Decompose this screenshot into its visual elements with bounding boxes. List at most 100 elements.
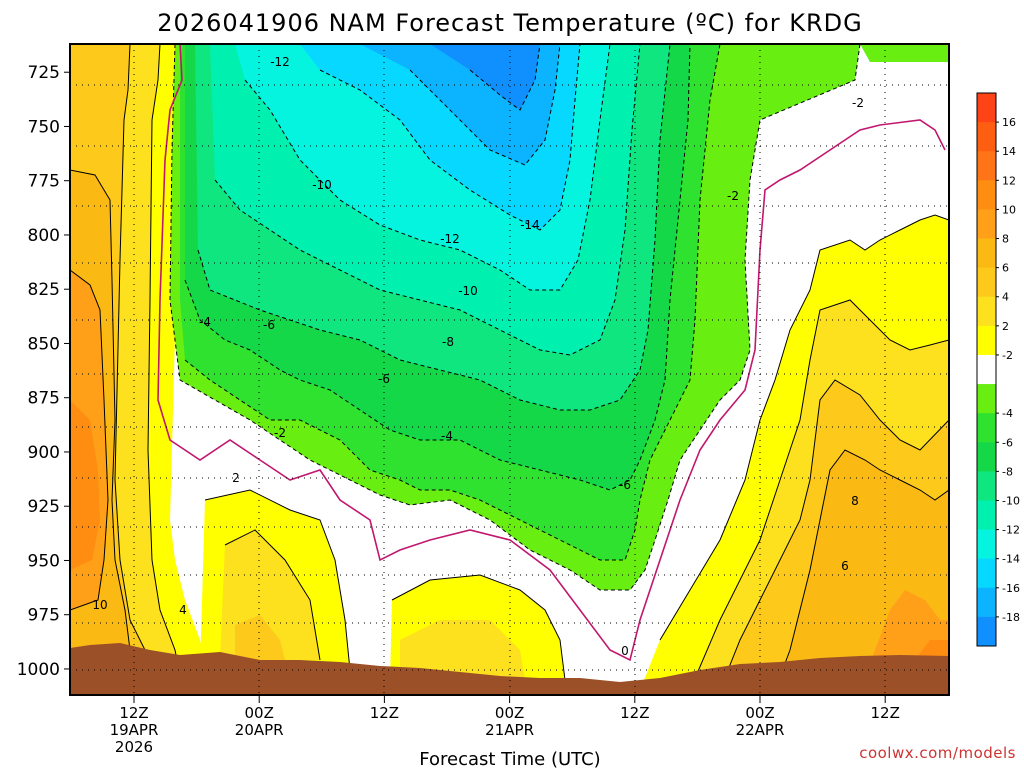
band-6-to-8-center-left (235, 615, 285, 660)
colorbar-label: -8 (1002, 465, 1013, 478)
x-axis-label: Forecast Time (UTC) (419, 749, 600, 768)
x-tick-label: 12Z (370, 704, 399, 722)
colorbar-swatch (977, 558, 996, 589)
colorbar-swatch (977, 500, 996, 531)
band-4-to-6-center (400, 620, 525, 680)
colorbar-label: 16 (1002, 116, 1016, 129)
y-tick-label: 775 (28, 172, 60, 192)
y-axis: 725 750 775 800 825 850 875 900 925 950 975 1000 (17, 63, 70, 680)
colorbar-swatch (977, 93, 996, 123)
colorbar-swatch (977, 325, 996, 356)
x-tick-label: 2026 (115, 738, 153, 756)
contour-lines (70, 44, 949, 695)
contour-label: 0 (621, 644, 629, 658)
band-minus-18-to-minus-20 (430, 44, 540, 110)
colorbar-swatch (977, 442, 996, 472)
colorbar-swatch (977, 209, 996, 240)
contour-label: 4 (179, 603, 187, 617)
chart-title: 2026041906 NAM Forecast Temperature (ºC)… (157, 9, 862, 37)
contour-label: -2 (852, 96, 864, 110)
contour-label: 6 (841, 559, 849, 573)
colorbar-swatch (977, 267, 996, 298)
x-tick-label: 12Z (620, 704, 649, 722)
y-tick-label: 850 (28, 334, 60, 354)
colorbar-swatch (977, 296, 996, 327)
colorbar-label: -4 (1002, 407, 1013, 420)
contour-label: -6 (619, 478, 631, 492)
x-tick-label: 19APR (110, 721, 159, 739)
colorbar-swatch (977, 180, 996, 210)
contour-label: -12 (270, 55, 290, 69)
y-tick-label: 1000 (17, 660, 60, 680)
y-tick-label: 925 (28, 497, 60, 517)
band-minus-2-top-right (860, 44, 949, 62)
colorbar-label: 6 (1002, 262, 1009, 275)
contour-label: -8 (442, 335, 454, 349)
y-tick-label: 875 (28, 389, 60, 409)
x-tick-label: 00Z (745, 704, 774, 722)
plot-area (70, 44, 949, 695)
credit-text: coolwx.com/models (859, 744, 1016, 762)
x-tick-label: 21APR (485, 721, 534, 739)
colorbar-swatch (977, 471, 996, 501)
colorbar-label: -2 (1002, 349, 1013, 362)
terrain-ground (70, 643, 949, 695)
y-tick-label: 825 (28, 280, 60, 300)
y-tick-label: 950 (28, 551, 60, 571)
y-tick-label: 800 (28, 226, 60, 246)
y-tick-label: 900 (28, 443, 60, 463)
x-tick-label: 22APR (736, 721, 785, 739)
contour-label: 2 (232, 471, 240, 485)
colorbar: 16 14 12 10 8 6 4 2 -2 -4 -6 -8 -10 -12 -14 -16 -18 (976, 92, 1020, 647)
y-tick-label: 975 (28, 606, 60, 626)
contour-label: -6 (378, 372, 390, 386)
contour-label: -10 (312, 178, 332, 192)
colorbar-label: -14 (1002, 553, 1020, 566)
colorbar-label: 2 (1002, 320, 1009, 333)
contour-label: -6 (263, 318, 275, 332)
contour-label: -2 (274, 426, 286, 440)
contour-label: -14 (520, 218, 540, 232)
colorbar-label: 4 (1002, 291, 1009, 304)
y-tick-label: 725 (28, 63, 60, 83)
colorbar-swatch (977, 616, 996, 647)
y-tick-label: 750 (28, 117, 60, 137)
band-12-to-14-left (70, 400, 100, 570)
colorbar-swatch (977, 151, 996, 181)
colorbar-label: -12 (1002, 524, 1020, 537)
contour-labels: -12 -2 -10 -2 -14 -12 -10 -4 -6 -8 -6 -2 -4 -6 2 4 10 0 8 6 (92, 55, 864, 658)
contour-label: 8 (851, 494, 859, 508)
colorbar-swatch (977, 354, 996, 385)
colorbar-frame (976, 92, 997, 647)
grid (70, 44, 949, 695)
contour-label: 10 (92, 598, 107, 612)
colorbar-label: -18 (1002, 611, 1020, 624)
colorbar-swatch (977, 529, 996, 560)
x-tick-label: 12Z (119, 704, 148, 722)
x-tick-label: 00Z (495, 704, 524, 722)
colorbar-label: 10 (1002, 203, 1016, 216)
contour-label: -4 (199, 315, 211, 329)
contour-label: -2 (727, 189, 739, 203)
colorbar-swatch (977, 238, 996, 269)
colorbar-label: 14 (1002, 145, 1016, 158)
x-tick-label: 00Z (245, 704, 274, 722)
colorbar-swatch (977, 384, 996, 414)
x-tick-label: 12Z (871, 704, 900, 722)
colorbar-swatch (977, 122, 996, 152)
colorbar-swatch (977, 413, 996, 443)
colorbar-label: -10 (1002, 494, 1020, 507)
contour-label: -12 (440, 232, 460, 246)
colorbar-swatch (977, 587, 996, 618)
zero-contour-line (157, 44, 946, 662)
contour-label: -10 (458, 284, 478, 298)
colorbar-label: -6 (1002, 436, 1013, 449)
colorbar-label: 8 (1002, 233, 1009, 246)
x-tick-label: 20APR (235, 721, 284, 739)
colorbar-label: 12 (1002, 174, 1016, 187)
colorbar-label: -16 (1002, 582, 1020, 595)
negative-contour-lines (169, 44, 861, 591)
contour-label: -4 (441, 429, 453, 443)
